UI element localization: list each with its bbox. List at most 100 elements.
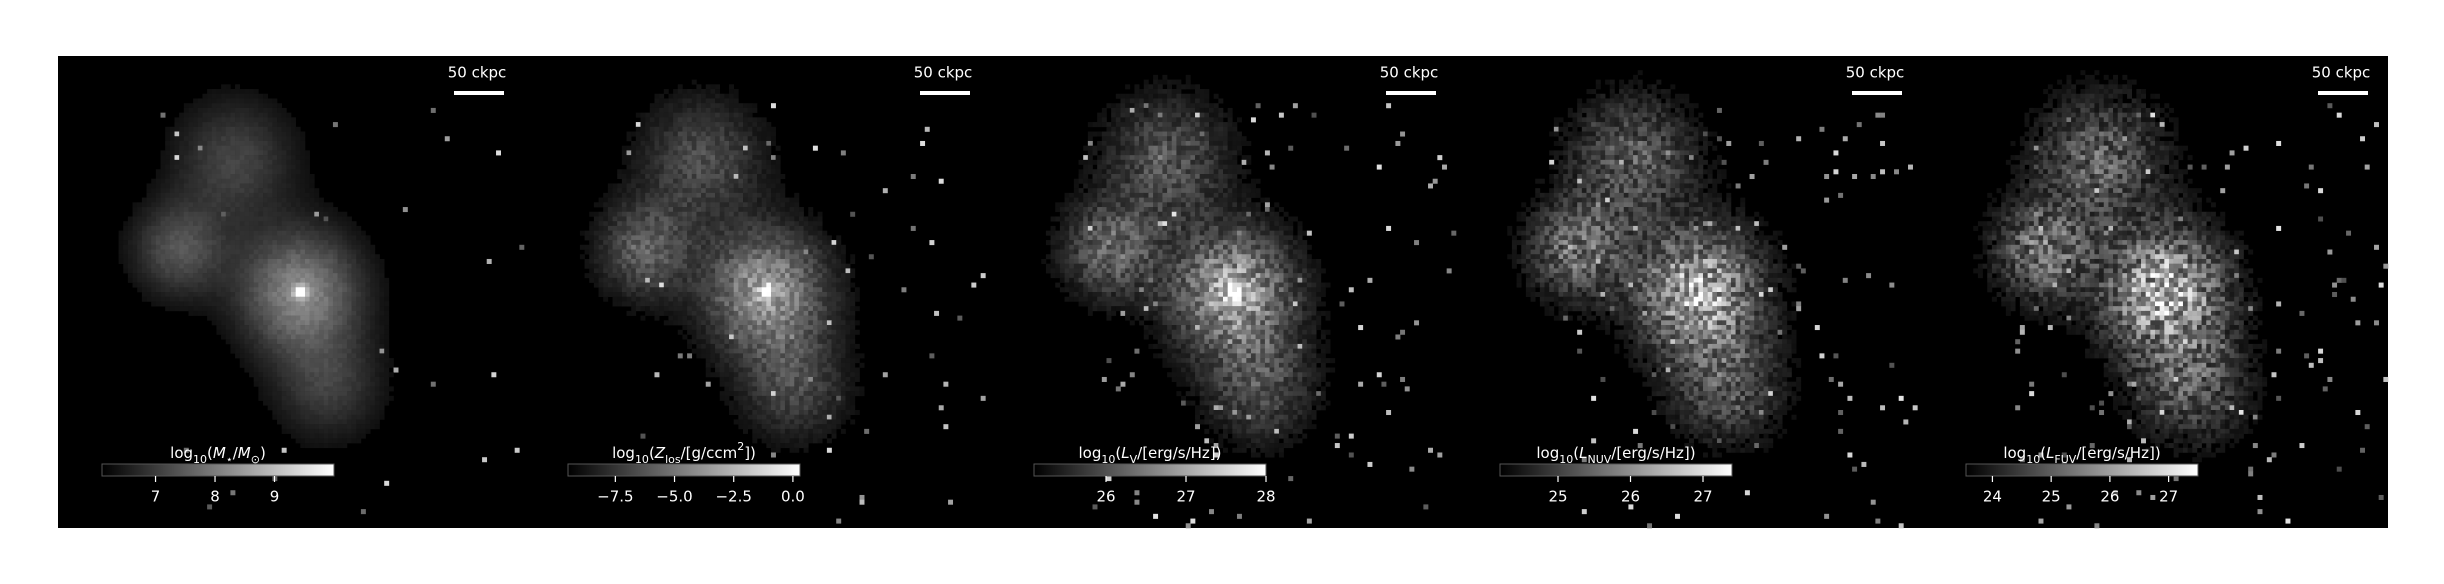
image-pixel <box>799 268 804 273</box>
image-pixel <box>696 292 701 297</box>
image-pixel <box>314 198 319 203</box>
image-pixel <box>282 127 287 132</box>
image-pixel <box>310 221 315 226</box>
image-pixel <box>762 311 767 316</box>
image-pixel <box>645 160 650 165</box>
image-pixel <box>328 382 333 387</box>
image-pixel <box>212 183 217 188</box>
image-pixel <box>123 245 128 250</box>
image-pixel <box>654 278 659 283</box>
image-pixel <box>827 297 832 302</box>
image-pixel <box>594 268 599 273</box>
image-pixel <box>165 198 170 203</box>
image-pixel <box>147 202 152 207</box>
image-pixel <box>156 245 161 250</box>
image-pixel <box>594 245 599 250</box>
image-pixel <box>724 202 729 207</box>
image-pixel <box>175 278 180 283</box>
image-pixel <box>277 183 282 188</box>
image-pixel <box>678 311 683 316</box>
image-pixel <box>263 344 268 349</box>
image-pixel <box>277 358 282 363</box>
image-pixel <box>743 132 748 137</box>
image-pixel <box>696 202 701 207</box>
image-pixel <box>673 174 678 179</box>
image-pixel <box>734 103 739 108</box>
image-pixel <box>188 311 193 316</box>
image-pixel <box>734 330 739 335</box>
image-pixel <box>762 235 767 240</box>
image-pixel <box>785 226 790 231</box>
image-pixel <box>687 264 692 269</box>
image-pixel <box>743 231 748 236</box>
image-pixel <box>813 268 818 273</box>
image-pixel <box>734 165 739 170</box>
image-pixel <box>636 179 641 184</box>
image-pixel <box>258 179 263 184</box>
image-pixel <box>244 235 249 240</box>
image-pixel <box>221 221 226 226</box>
image-pixel <box>244 117 249 122</box>
image-pixel <box>627 250 632 255</box>
image-pixel <box>748 301 753 306</box>
image-pixel <box>305 268 310 273</box>
image-pixel <box>780 259 785 264</box>
image-pixel <box>654 103 659 108</box>
image-pixel <box>785 268 790 273</box>
image-pixel <box>380 401 385 406</box>
image-pixel <box>198 188 203 193</box>
image-pixel <box>333 259 338 264</box>
image-pixel <box>133 283 138 288</box>
image-pixel <box>715 240 720 245</box>
image-pixel <box>762 297 767 302</box>
image-pixel <box>254 155 259 160</box>
image-pixel <box>333 287 338 292</box>
image-pixel <box>249 283 254 288</box>
image-pixel <box>151 188 156 193</box>
image-pixel <box>333 301 338 306</box>
image-pixel <box>202 278 207 283</box>
image-pixel <box>701 264 706 269</box>
image-pixel <box>342 301 347 306</box>
image-pixel <box>724 216 729 221</box>
image-pixel <box>668 188 673 193</box>
image-pixel <box>790 273 795 278</box>
image-pixel <box>338 419 343 424</box>
image-pixel <box>300 330 305 335</box>
image-pixel <box>785 334 790 339</box>
image-pixel <box>352 301 357 306</box>
image-pixel <box>738 202 743 207</box>
image-pixel <box>282 221 287 226</box>
image-pixel <box>170 292 175 297</box>
image-pixel <box>780 202 785 207</box>
image-pixel <box>627 226 632 231</box>
image-pixel <box>762 292 767 297</box>
image-pixel <box>296 141 301 146</box>
image-pixel <box>272 292 277 297</box>
image-pixel <box>813 278 818 283</box>
image-pixel <box>226 122 231 127</box>
image-pixel <box>193 212 198 217</box>
image-pixel <box>128 221 133 226</box>
image-pixel <box>701 98 706 103</box>
image-pixel <box>757 221 762 226</box>
image-pixel <box>757 174 762 179</box>
image-pixel <box>790 235 795 240</box>
image-pixel <box>375 349 380 354</box>
image-pixel <box>175 250 180 255</box>
image-pixel <box>808 287 813 292</box>
image-pixel <box>254 339 259 344</box>
image-pixel <box>818 226 823 231</box>
image-pixel <box>752 117 757 122</box>
image-pixel <box>678 193 683 198</box>
image-pixel <box>263 259 268 264</box>
image-pixel <box>654 207 659 212</box>
image-pixel <box>664 216 669 221</box>
image-pixel <box>790 297 795 302</box>
image-pixel <box>254 117 259 122</box>
image-pixel <box>347 283 352 288</box>
image-pixel <box>659 212 664 217</box>
image-pixel <box>202 113 207 118</box>
image-pixel <box>608 292 613 297</box>
image-pixel <box>687 169 692 174</box>
